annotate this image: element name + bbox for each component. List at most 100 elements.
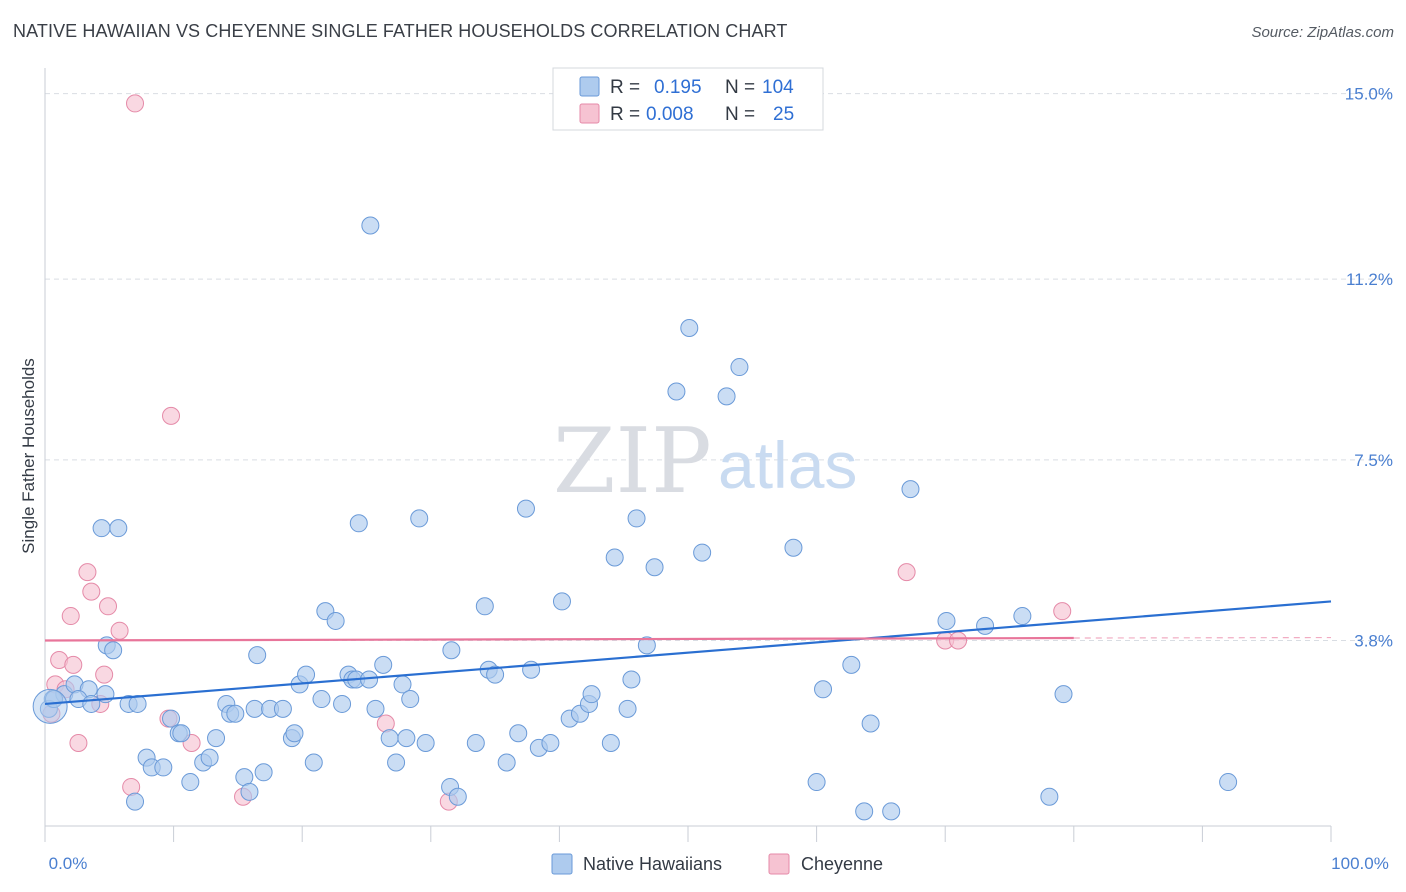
native-hawaiian-point	[667, 382, 686, 401]
native-hawaiian-point	[240, 782, 259, 801]
native-hawaiian-point	[582, 685, 601, 704]
legend-swatch-blue	[579, 76, 600, 97]
watermark-atlas: atlas	[718, 428, 857, 502]
native-hawaiian-point	[861, 714, 880, 733]
native-hawaiian-point	[486, 665, 505, 684]
native-hawaiian-point	[126, 792, 145, 811]
native-hawaiian-point-large	[32, 688, 68, 724]
y-tick-labels: 3.8% 7.5% 11.2% 15.0%	[1345, 85, 1393, 651]
native-hawaiian-point	[333, 694, 352, 713]
series-legend: Native Hawaiians Cheyenne	[551, 853, 883, 875]
native-hawaiian-point	[601, 734, 620, 752]
native-hawaiian-point	[541, 734, 560, 752]
native-hawaiian-point	[162, 709, 181, 728]
native-hawaiian-point	[128, 694, 147, 713]
native-hawaiian-point	[1054, 685, 1073, 704]
cheyenne-point	[82, 582, 101, 601]
legend-r-label-blue: R =	[610, 77, 640, 98]
native-hawaiian-point	[627, 509, 646, 528]
native-hawaiian-point	[416, 734, 435, 752]
native-hawaiian-point	[680, 319, 699, 337]
native-hawaiian-point	[104, 641, 123, 660]
native-hawaiian-point	[273, 699, 292, 718]
chart-title: NATIVE HAWAIIAN VS CHEYENNE SINGLE FATHE…	[13, 21, 788, 41]
native-hawaiian-point	[466, 734, 485, 752]
native-hawaiian-point	[814, 680, 833, 699]
series-label-native-hawaiians: Native Hawaiians	[583, 854, 722, 874]
legend-r-label-pink: R =	[610, 104, 640, 125]
native-hawaiian-point	[285, 724, 304, 743]
series-label-cheyenne: Cheyenne	[801, 854, 883, 874]
native-hawaiian-point	[82, 694, 101, 713]
legend-n-value-blue: 104	[762, 77, 794, 98]
native-hawaiian-point	[717, 387, 736, 406]
native-hawaiian-point	[807, 773, 826, 792]
native-hawaiian-point	[245, 699, 264, 718]
native-hawaiian-point	[842, 655, 861, 674]
native-hawaiian-point	[326, 611, 345, 630]
cheyenne-point	[1053, 602, 1072, 621]
native-hawaiian-point	[366, 699, 385, 718]
legend-n-label-blue: N =	[725, 77, 755, 98]
y-tick-label: 3.8%	[1354, 631, 1393, 650]
native-hawaiian-point	[154, 758, 173, 777]
cheyenne-point	[95, 665, 114, 684]
source-credit: Source: ZipAtlas.com	[1251, 24, 1394, 41]
native-hawaiian-point	[380, 729, 399, 748]
native-hawaiian-point	[448, 787, 467, 806]
native-hawaiian-point	[497, 753, 516, 772]
native-hawaiian-point	[410, 509, 429, 528]
native-hawaiian-point	[730, 358, 749, 377]
native-hawaiian-point	[109, 519, 128, 538]
native-hawaiian-point	[304, 753, 323, 772]
native-hawaiian-point	[181, 773, 200, 792]
native-hawaiian-point	[226, 704, 245, 723]
native-hawaiian-point	[516, 499, 535, 518]
correlation-legend: R = 0.195 N = 104 R = 0.008 N = 25	[552, 67, 824, 131]
series-swatch-cheyenne	[768, 853, 790, 875]
native-hawaiian-point	[693, 543, 712, 562]
native-hawaiian-point	[361, 216, 380, 235]
trend-lines	[44, 600, 1332, 706]
native-hawaiian-point	[172, 724, 191, 743]
native-hawaiian-point	[92, 519, 111, 538]
legend-r-value-pink: 0.008	[646, 104, 694, 125]
native-hawaiian-point	[401, 690, 420, 709]
cheyenne-point	[61, 607, 80, 626]
native-hawaiian-point	[855, 802, 874, 821]
watermark-zip: ZIP	[553, 409, 712, 514]
y-axis-label: Single Father Households	[19, 358, 38, 554]
cheyenne-point	[78, 563, 97, 582]
x-tick-label: 100.0%	[1331, 854, 1389, 873]
native-hawaiian-point	[976, 616, 995, 635]
native-hawaiian-point	[254, 763, 273, 782]
cheyenne-point	[69, 734, 88, 752]
x-tick-labels: 0.0% 100.0%	[49, 854, 1389, 873]
native-hawaiian-point	[387, 753, 406, 772]
native-hawaiian-point	[200, 748, 219, 767]
legend-r-value-blue: 0.195	[654, 77, 702, 98]
native-hawaiian-point	[622, 670, 641, 689]
native-hawaiian-point	[1013, 607, 1032, 626]
cheyenne-point	[126, 94, 145, 113]
native-hawaiian-point	[475, 597, 494, 616]
cheyenne-point	[99, 597, 118, 616]
native-hawaiian-trend-line	[44, 600, 1332, 706]
native-hawaiian-point	[901, 480, 920, 499]
native-hawaiian-point	[349, 514, 368, 533]
native-hawaiian-point	[618, 699, 637, 718]
native-hawaiian-point	[397, 729, 416, 748]
native-hawaiian-point	[374, 655, 393, 674]
series-swatch-native-hawaiians	[551, 853, 573, 875]
native-hawaiian-point	[1219, 773, 1238, 792]
y-tick-label: 15.0%	[1345, 85, 1393, 104]
native-hawaiian-point	[784, 538, 803, 557]
native-hawaiian-point	[637, 636, 656, 655]
cheyenne-trend-line	[44, 636, 1074, 642]
native-hawaiian-point	[248, 646, 267, 665]
native-hawaiian-points	[32, 216, 1238, 821]
native-hawaiian-point	[442, 641, 461, 660]
native-hawaiian-point	[297, 665, 316, 684]
native-hawaiian-point	[207, 729, 226, 748]
